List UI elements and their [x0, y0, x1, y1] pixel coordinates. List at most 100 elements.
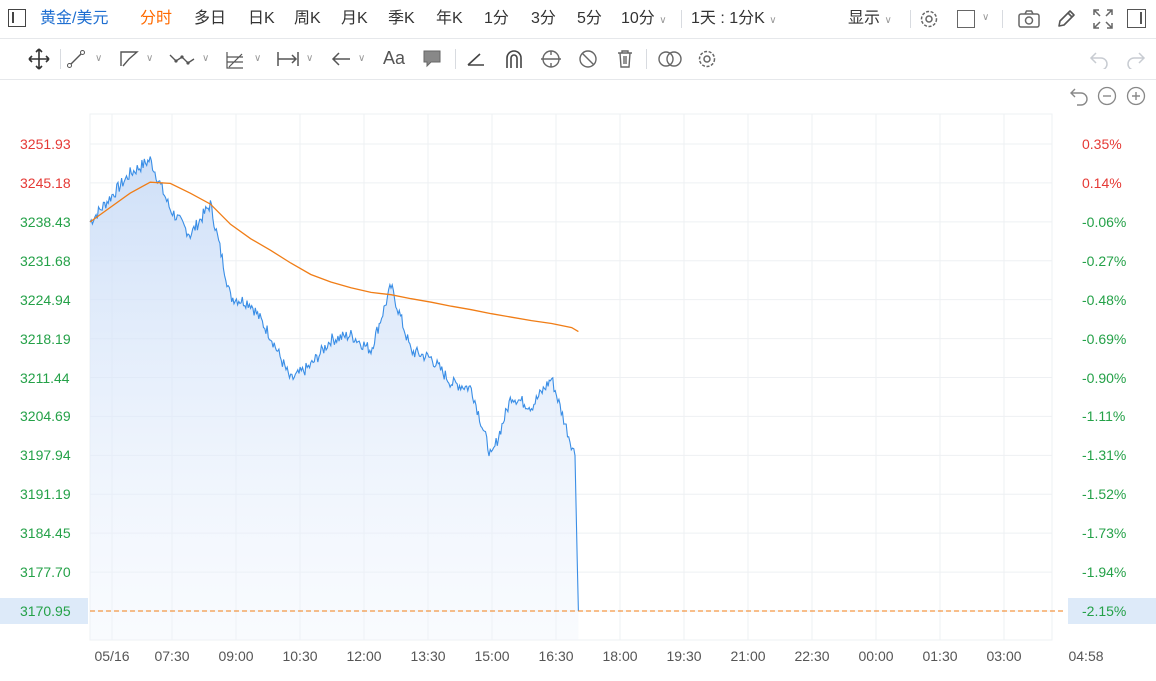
- undo-icon[interactable]: [1088, 49, 1110, 69]
- polyline-tool-icon[interactable]: [118, 49, 140, 69]
- time-tick-label: 09:00: [218, 648, 254, 664]
- fullscreen-icon[interactable]: [1092, 8, 1114, 30]
- zoom-out-icon[interactable]: [1097, 86, 1117, 106]
- range-label: 1天 : 1分K: [691, 10, 765, 27]
- time-tick-label: 21:00: [730, 648, 766, 664]
- line-tool-icon[interactable]: [66, 49, 86, 69]
- chevron-down-icon[interactable]: ∨: [306, 53, 314, 64]
- percent-tick-label: -0.27%: [1082, 252, 1127, 269]
- tab-10min-label: 10分: [621, 10, 655, 27]
- percent-tick-label: -0.69%: [1082, 330, 1127, 347]
- tab-fenshi[interactable]: 分时: [140, 10, 173, 27]
- divider: [455, 49, 456, 69]
- percent-tick-label: -0.06%: [1082, 213, 1127, 230]
- percent-tick-label: -1.31%: [1082, 447, 1127, 464]
- tab-multi-day[interactable]: 多日: [194, 10, 227, 27]
- chevron-down-icon[interactable]: ∨: [358, 53, 366, 64]
- zoom-in-icon[interactable]: [1126, 86, 1146, 106]
- symbol-name[interactable]: 黄金/美元: [40, 10, 109, 27]
- camera-icon[interactable]: [1017, 9, 1041, 29]
- sidebar-toggle-icon[interactable]: [8, 9, 26, 27]
- time-tick-label: 03:00: [986, 648, 1022, 664]
- tab-month-k[interactable]: 月K: [341, 10, 368, 27]
- chevron-down-icon[interactable]: ∨: [982, 12, 990, 23]
- price-tick-label: 3245.18: [20, 174, 71, 191]
- time-tick-label: 05/16: [94, 648, 130, 664]
- price-tick-label: 3224.94: [20, 291, 71, 308]
- price-tick-label: 3177.70: [20, 564, 71, 581]
- comment-icon[interactable]: [421, 49, 443, 69]
- tab-year-k[interactable]: 年K: [436, 10, 463, 27]
- gear-icon[interactable]: [696, 48, 718, 70]
- divider: [60, 49, 61, 69]
- price-tick-label: 3238.43: [20, 213, 71, 230]
- chevron-down-icon[interactable]: ∨: [146, 53, 154, 64]
- range-dropdown[interactable]: 1天 : 1分K ∨: [691, 7, 777, 33]
- price-tick-label: 3184.45: [20, 525, 71, 542]
- redo-icon[interactable]: [1125, 49, 1147, 69]
- time-tick-label: 00:00: [858, 648, 894, 664]
- fibonacci-tool-icon[interactable]: [224, 49, 246, 71]
- reset-zoom-icon[interactable]: [1069, 86, 1091, 106]
- arrow-left-icon[interactable]: [330, 50, 352, 68]
- time-tick-label: 01:30: [922, 648, 958, 664]
- time-tick-label: 13:30: [410, 648, 446, 664]
- price-tick-label: 3197.94: [20, 447, 71, 464]
- divider: [681, 10, 682, 28]
- percent-tick-label: -0.48%: [1082, 291, 1127, 308]
- price-tick-label: 3231.68: [20, 252, 71, 269]
- tab-3min[interactable]: 3分: [531, 10, 556, 27]
- divider: [910, 10, 911, 28]
- time-tick-label: 12:00: [346, 648, 382, 664]
- current-pct-tag-right: [1068, 598, 1156, 624]
- chevron-down-icon: ∨: [769, 15, 777, 26]
- divider: [646, 49, 647, 69]
- price-tick-label: 3170.95: [20, 603, 71, 619]
- price-line: [89, 156, 579, 612]
- chevron-down-icon[interactable]: ∨: [95, 53, 103, 64]
- move-icon[interactable]: [28, 48, 50, 70]
- percent-tick-label: -0.90%: [1082, 369, 1127, 386]
- percent-tick-label: -1.73%: [1082, 525, 1127, 542]
- percent-tick-label: -2.15%: [1082, 603, 1127, 619]
- text-tool-icon[interactable]: Aa: [383, 48, 406, 68]
- tab-1min[interactable]: 1分: [484, 10, 509, 27]
- time-tick-label: 15:00: [474, 648, 510, 664]
- measure-tool-icon[interactable]: [276, 50, 300, 68]
- time-tick-label: 04:58: [1068, 648, 1104, 664]
- time-tick-label: 07:30: [154, 648, 190, 664]
- side-panel-icon[interactable]: [1127, 9, 1146, 28]
- tab-quarter-k[interactable]: 季K: [388, 10, 415, 27]
- magnet-icon[interactable]: [503, 48, 525, 70]
- percent-tick-label: 0.35%: [1082, 136, 1122, 152]
- time-tick-label: 19:30: [666, 648, 702, 664]
- price-tick-label: 3251.93: [20, 136, 71, 152]
- price-tick-label: 3211.44: [20, 369, 70, 386]
- chevron-down-icon: ∨: [659, 15, 667, 26]
- lock-drawing-icon[interactable]: [539, 48, 563, 70]
- compare-icon[interactable]: [657, 49, 683, 69]
- current-price-tag-left: [0, 598, 88, 624]
- pencil-icon[interactable]: [1055, 8, 1077, 30]
- chevron-down-icon[interactable]: ∨: [202, 53, 210, 64]
- percent-tick-label: -1.11%: [1082, 408, 1126, 425]
- layout-select-icon[interactable]: [957, 10, 975, 28]
- display-dropdown[interactable]: 显示 ∨: [848, 7, 892, 33]
- chevron-down-icon[interactable]: ∨: [254, 53, 262, 64]
- hide-drawings-icon[interactable]: [577, 48, 599, 70]
- display-label: 显示: [848, 10, 881, 27]
- tab-10min-dropdown[interactable]: 10分 ∨: [621, 7, 667, 33]
- tab-week-k[interactable]: 周K: [294, 10, 321, 27]
- gear-icon[interactable]: [918, 8, 940, 30]
- tab-day-k[interactable]: 日K: [248, 10, 275, 27]
- angle-tool-icon[interactable]: [465, 49, 487, 69]
- tab-5min[interactable]: 5分: [577, 10, 602, 27]
- trash-icon[interactable]: [615, 48, 635, 70]
- percent-tick-label: -1.52%: [1082, 486, 1127, 503]
- price-tick-label: 3204.69: [20, 408, 71, 425]
- time-tick-label: 16:30: [538, 648, 574, 664]
- time-tick-label: 18:00: [602, 648, 638, 664]
- time-tick-label: 10:30: [282, 648, 318, 664]
- wave-tool-icon[interactable]: [168, 49, 196, 69]
